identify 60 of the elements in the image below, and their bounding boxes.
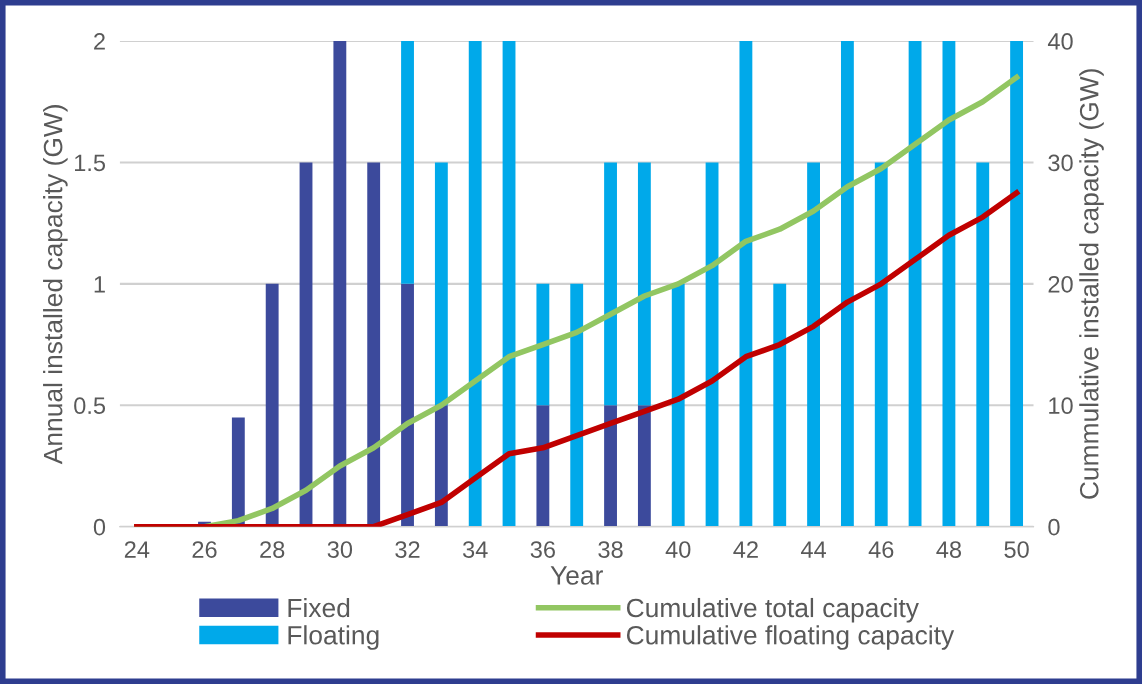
y2-tick-label: 30 [1048, 154, 1073, 172]
bar [265, 283, 279, 527]
bar [434, 405, 448, 527]
y-tick-label: 1.5 [75, 154, 106, 172]
y-tick-label: 0.5 [74, 397, 106, 415]
bar [908, 41, 922, 527]
bar [637, 405, 651, 527]
bar [401, 41, 414, 284]
x-tick-label: 42 [733, 541, 758, 558]
bar [570, 283, 584, 527]
x-tick-label: 24 [124, 541, 150, 558]
bar [604, 162, 617, 406]
bar [434, 162, 448, 406]
x-tick-label: 38 [598, 541, 623, 558]
x-tick-label: 34 [462, 541, 488, 558]
legend-label: Cumulative total capacity [626, 597, 919, 623]
bar [840, 41, 854, 527]
legend-label: Fixed [288, 597, 350, 618]
y2-tick-label: 20 [1048, 275, 1073, 293]
x-tick-label: 44 [800, 541, 827, 558]
bar [637, 162, 651, 406]
bar [1010, 41, 1024, 527]
x-tick-label: 40 [665, 541, 691, 558]
bar [333, 41, 347, 527]
y2-tick-label: 10 [1049, 397, 1073, 415]
y-axis-title: Annual installed capacity (GW) [43, 105, 68, 465]
y-tick-label: 1 [94, 276, 105, 293]
bar [231, 417, 245, 527]
bar [604, 405, 617, 527]
bar [536, 405, 550, 527]
x-tick-label: 48 [936, 541, 962, 558]
legend-label: Cumulative floating capacity [626, 625, 955, 650]
bar [401, 283, 414, 527]
y2-tick-label: 0 [1048, 518, 1060, 536]
bar [874, 162, 888, 527]
x-tick-label: 36 [530, 541, 555, 558]
bar [536, 283, 550, 406]
x-axis-title: Year [550, 566, 603, 585]
x-tick-label: 30 [327, 541, 353, 558]
y-tick-label: 0 [93, 518, 106, 536]
bar [705, 162, 719, 527]
x-tick-label: 50 [1004, 541, 1029, 558]
bar [671, 283, 685, 527]
x-tick-label: 28 [260, 541, 285, 558]
y-tick-label: 2 [94, 33, 105, 50]
y2-tick-label: 40 [1047, 33, 1073, 50]
x-tick-label: 32 [395, 541, 420, 558]
x-tick-label: 46 [868, 541, 894, 558]
bar [367, 162, 381, 527]
legend-label: Floating [288, 625, 379, 650]
bar [807, 162, 820, 527]
bar [739, 41, 753, 527]
bar [468, 41, 482, 527]
bar [773, 283, 787, 527]
bar [299, 162, 313, 527]
x-tick-label: 26 [192, 541, 217, 558]
y2-axis-title: Cummulative installed capacity (GW) [1079, 69, 1104, 499]
bar [942, 41, 956, 527]
bar [976, 162, 990, 527]
bar [502, 41, 516, 527]
